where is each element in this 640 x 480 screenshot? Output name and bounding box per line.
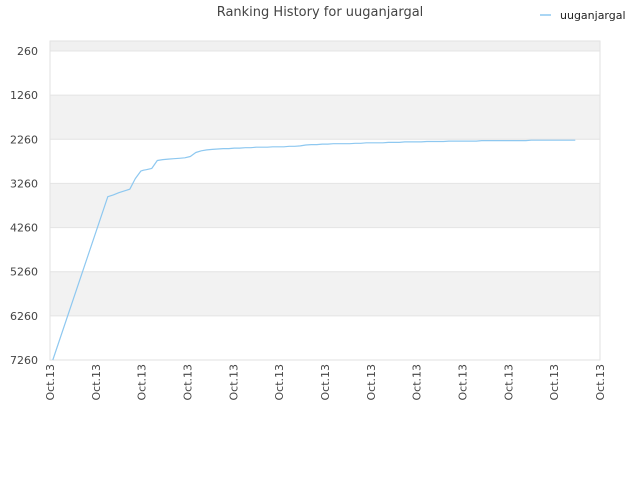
x-tick-label: Oct.13 xyxy=(44,364,57,401)
plot-band xyxy=(50,271,600,316)
y-axis-ticks: 260 1260 2260 3260 4260 5260 6260 7260 xyxy=(10,45,38,367)
x-tick-label: Oct.13 xyxy=(273,364,286,401)
plot-background-bands xyxy=(50,41,600,316)
x-tick-label: Oct.13 xyxy=(365,364,378,401)
y-tick-label: 6260 xyxy=(10,310,38,323)
y-tick-label: 2260 xyxy=(10,133,38,146)
x-tick-label: Oct.13 xyxy=(182,364,195,401)
x-tick-label: Oct.13 xyxy=(548,364,561,401)
x-tick-label: Oct.13 xyxy=(502,364,515,401)
plot-band xyxy=(50,95,600,140)
plot-band xyxy=(50,183,600,228)
legend-label-uuganjargal: uuganjargal xyxy=(560,9,626,22)
y-tick-label: 7260 xyxy=(10,354,38,367)
chart-title: Ranking History for uuganjargal xyxy=(217,5,424,20)
x-tick-label: Oct.13 xyxy=(457,364,470,401)
x-tick-label: Oct.13 xyxy=(411,364,424,401)
y-tick-label: 260 xyxy=(17,45,38,58)
plot-band-top xyxy=(50,41,600,51)
y-tick-label: 5260 xyxy=(10,266,38,279)
x-tick-label: Oct.13 xyxy=(594,364,607,401)
y-tick-label: 3260 xyxy=(10,177,38,190)
x-axis-ticks: Oct.13 Oct.13 Oct.13 Oct.13 Oct.13 Oct.13 Oct.… xyxy=(44,364,607,401)
y-tick-label: 1260 xyxy=(10,89,38,102)
x-tick-label: Oct.13 xyxy=(319,364,332,401)
plot-area-frame xyxy=(49,40,601,361)
x-tick-label: Oct.13 xyxy=(136,364,149,401)
gridlines xyxy=(50,50,600,361)
legend: uuganjargal xyxy=(540,9,626,22)
series-lines xyxy=(52,139,576,361)
x-tick-label: Oct.13 xyxy=(227,364,240,401)
x-tick-label: Oct.13 xyxy=(90,364,103,401)
series-line-uuganjargal xyxy=(52,139,576,361)
y-tick-label: 4260 xyxy=(10,222,38,235)
